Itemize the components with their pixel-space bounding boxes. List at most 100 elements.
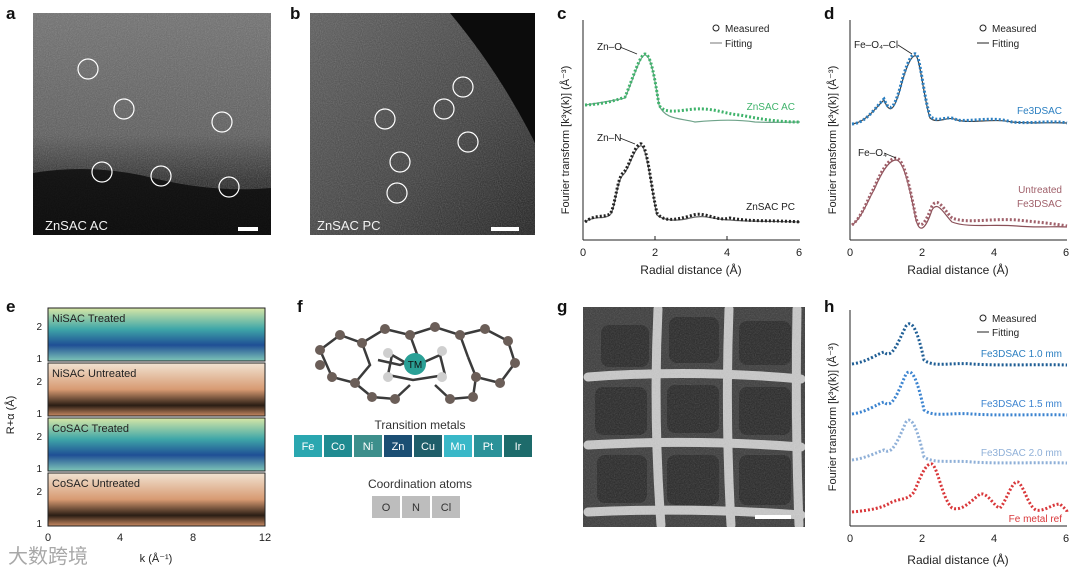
xtick-e-2: 8 — [190, 532, 196, 544]
xtick-h-1: 2 — [919, 533, 925, 545]
heatmap-row-1 — [47, 362, 266, 417]
annot-fe-o4: Fe–O₄ — [858, 148, 887, 159]
metal-chip-zn: Zn — [383, 434, 413, 458]
ytick-e: 2 — [36, 377, 42, 388]
stem-image-a: ZnSAC AC — [33, 13, 271, 235]
coord-chip-n: N — [401, 495, 431, 519]
xlabel-e: k (Å⁻¹) — [140, 552, 173, 565]
panel-label-h: h — [824, 297, 835, 316]
tm-atom — [404, 353, 426, 375]
heatmap-row-3 — [47, 472, 266, 527]
xtick-h-3: 6 — [1063, 533, 1069, 545]
metal-chip-ir: Ir — [503, 434, 533, 458]
stem-image-b: ZnSAC PC — [310, 13, 535, 235]
xtick-c-3: 6 — [796, 247, 802, 259]
panel-label-g: g — [557, 297, 568, 316]
ylabel-h: Fourier transform [k³χ(k)] (Å⁻³) — [826, 343, 839, 491]
legend-measured-c: Measured — [725, 24, 769, 35]
ytick-e: 1 — [36, 519, 42, 530]
metal-chip-mn: Mn — [443, 434, 473, 458]
ytick-e: 2 — [36, 487, 42, 498]
series-fe-metal-ref — [851, 462, 1069, 514]
heatmap-row-0 — [47, 307, 266, 362]
atom-marker — [77, 58, 99, 80]
annot-zn-o: Zn–O — [597, 42, 622, 53]
xtick-c-0: 0 — [580, 247, 586, 259]
series-label-znsac-pc: ZnSAC PC — [746, 202, 795, 213]
series-label-2-0mm: Fe3DSAC 2.0 mm — [981, 448, 1062, 459]
ylabel-c: Fourier transform [k³χ(k)] (Å⁻³) — [559, 66, 572, 214]
image-caption-a: ZnSAC AC — [45, 218, 108, 233]
metal-chip-ni: Ni — [353, 434, 383, 458]
ytick-e: 1 — [36, 464, 42, 475]
metal-chip-pt: Pt — [473, 434, 503, 458]
xtick-d-3: 6 — [1063, 247, 1069, 259]
ylabel-d: Fourier transform [k³χ(k)] (Å⁻³) — [826, 66, 839, 214]
series-untreated-measured — [850, 156, 1068, 228]
xtick-e-0: 0 — [45, 532, 51, 544]
xtick-h-2: 4 — [991, 533, 997, 545]
molecule-diagram: TM — [315, 322, 520, 404]
xlabel-h: Radial distance (Å) — [907, 552, 1008, 567]
watermark: 大数跨境 — [8, 546, 88, 568]
metal-chip-cu: Cu — [413, 434, 443, 458]
image-caption-b: ZnSAC PC — [317, 218, 381, 233]
ytick-e: 1 — [36, 409, 42, 420]
ytick-e: 1 — [36, 354, 42, 365]
xtick-d-0: 0 — [847, 247, 853, 259]
metal-chip-co: Co — [323, 434, 353, 458]
xtick-d-1: 2 — [919, 247, 925, 259]
panel-label-a: a — [6, 4, 16, 23]
panel-label-c: c — [557, 4, 567, 23]
legend-measured-h: Measured — [992, 314, 1036, 325]
ytick-e: 2 — [36, 322, 42, 333]
annot-fe-o4-cl: Fe–O₄–Cl — [854, 40, 898, 51]
series-1-0mm — [851, 322, 1068, 367]
xtick-h-0: 0 — [847, 533, 853, 545]
annot-zn-n: Zn–N — [597, 133, 621, 144]
legend-fitting-h: Fitting — [992, 328, 1019, 339]
series-label-znsac-ac: ZnSAC AC — [747, 102, 795, 113]
xtick-e-1: 4 — [117, 532, 123, 544]
scale-bar-b — [491, 227, 519, 231]
row-label-0: NiSAC Treated — [52, 313, 125, 325]
chart-d: Fourier transform [k³χ(k)] (Å⁻³) 0 2 4 6… — [826, 20, 1069, 277]
coord-chip-o: O — [371, 495, 401, 519]
xtick-c-1: 2 — [652, 247, 658, 259]
scale-bar-a — [238, 227, 258, 231]
heatmap-row-2 — [47, 417, 266, 472]
chart-h: Fourier transform [k³χ(k)] (Å⁻³) 0 2 4 6… — [826, 310, 1069, 567]
series-label-1-0mm: Fe3DSAC 1.0 mm — [981, 349, 1062, 360]
tm-heading: Transition metals — [374, 418, 466, 432]
ylabel-e: R+α (Å) — [4, 396, 17, 434]
legend-measured-d: Measured — [992, 24, 1036, 35]
series-label-fe3dsac: Fe3DSAC — [1017, 106, 1062, 117]
series-label-fe-metal-ref: Fe metal ref — [1009, 514, 1063, 525]
row-label-2: CoSAC Treated — [52, 423, 129, 435]
xlabel-d: Radial distance (Å) — [907, 262, 1008, 277]
series-2-0mm — [851, 418, 1068, 465]
sem-image-g — [583, 307, 805, 527]
xtick-e-3: 12 — [259, 532, 271, 544]
chart-c: Fourier transform [k³χ(k)] (Å⁻³) 0 2 4 6… — [559, 20, 802, 277]
panel-label-b: b — [290, 4, 301, 23]
ytick-e: 2 — [36, 432, 42, 443]
legend-fitting-c: Fitting — [725, 39, 752, 50]
coord-chip-cl: Cl — [431, 495, 461, 519]
row-label-1: NiSAC Untreated — [52, 368, 136, 380]
legend-fitting-d: Fitting — [992, 39, 1019, 50]
series-fe3dsac-measured — [851, 52, 1068, 126]
series-label-1-5mm: Fe3DSAC 1.5 mm — [981, 399, 1062, 410]
chart-e: R+α (Å) NiSAC Treated NiSAC Untreated Co… — [4, 307, 271, 565]
coord-heading: Coordination atoms — [367, 477, 473, 491]
panel-label-f: f — [297, 297, 303, 316]
xlabel-c: Radial distance (Å) — [640, 262, 741, 277]
panel-label-d: d — [824, 4, 835, 23]
series-label-untreated: Untreated — [1018, 185, 1062, 196]
row-label-3: CoSAC Untreated — [52, 478, 140, 490]
series-1-5mm — [851, 370, 1068, 417]
tm-label: TM — [408, 360, 422, 371]
metal-chip-fe: Fe — [293, 434, 323, 458]
xtick-d-2: 4 — [991, 247, 997, 259]
series-label-untreated-fe3dsac: Fe3DSAC — [1017, 199, 1062, 210]
